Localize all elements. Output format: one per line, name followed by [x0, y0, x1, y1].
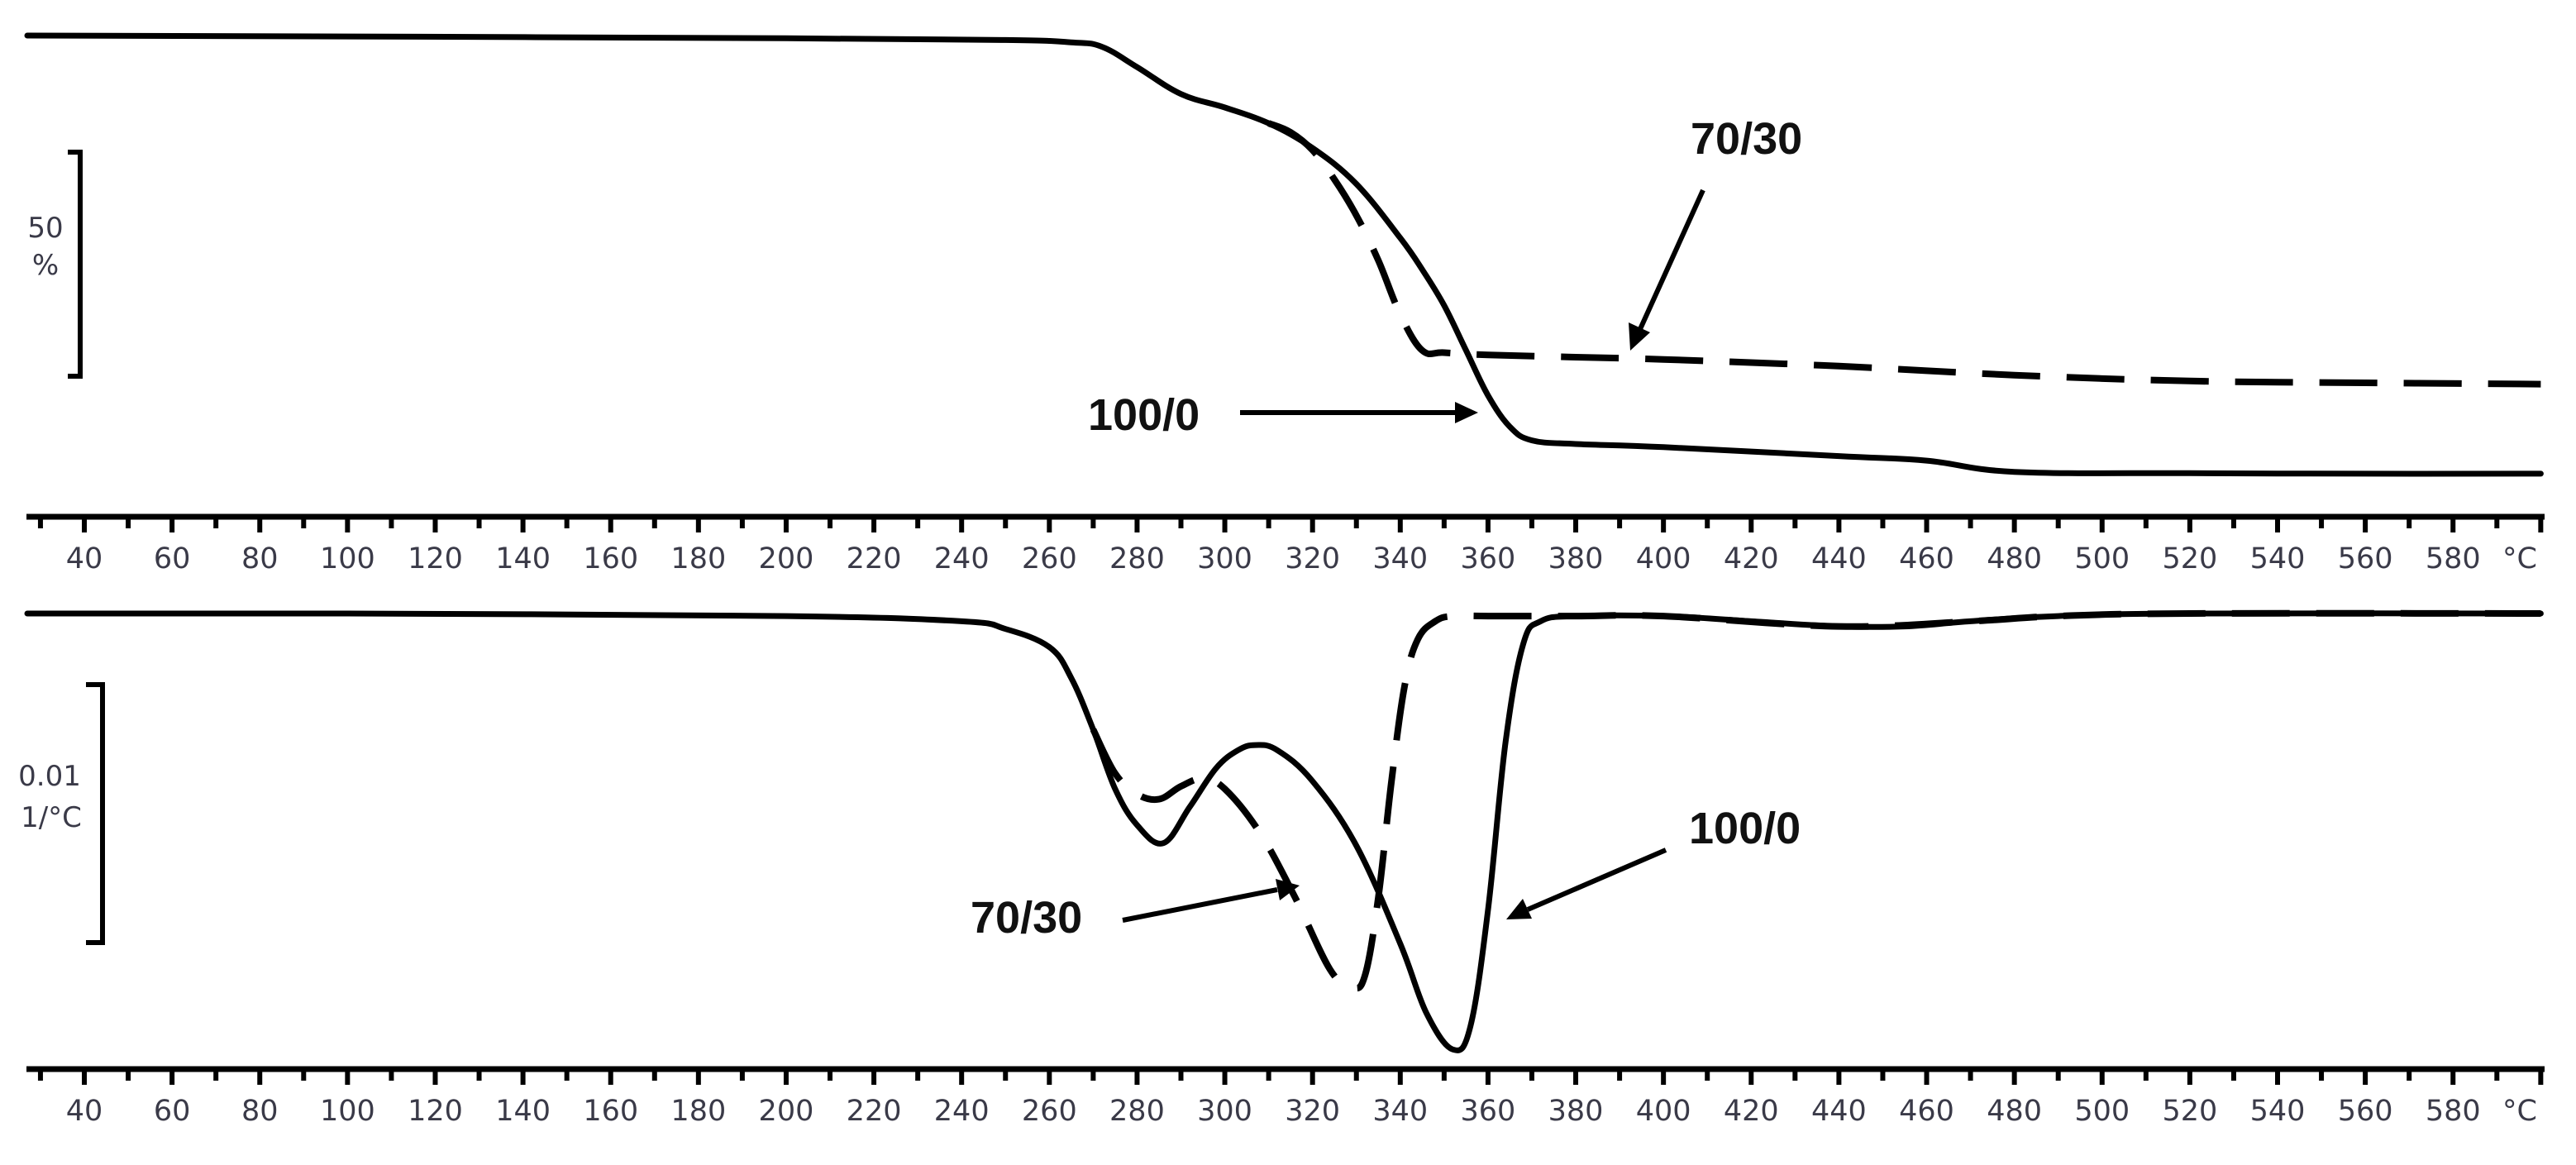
dtg-arrow-70-30 — [1122, 887, 1278, 923]
axis-tick-label: 560 — [2338, 1095, 2393, 1128]
axis-tick-label: 380 — [1548, 542, 1604, 575]
axis-tick-label: 40 — [66, 1095, 103, 1128]
axis-tick-label: 160 — [583, 1095, 638, 1128]
tg-curve-100-0 — [24, 32, 2544, 477]
tg-label-100-0: 100/0 — [1088, 390, 1200, 440]
axis-tick-label: 120 — [408, 1095, 463, 1128]
axis-tick-label: 360 — [1461, 1095, 1516, 1128]
axis-tick-label: 200 — [759, 542, 814, 575]
axis-tick-label: 120 — [408, 542, 463, 575]
dtg-panel: 0.01 1/°C 70/30 100/0 40 60 80 100 120 140 160… — [18, 609, 2545, 1128]
axis-tick-label: 80 — [241, 542, 279, 575]
arrow-head-icon — [1506, 899, 1532, 919]
axis-tick-label: 380 — [1548, 1095, 1604, 1128]
tg-scale-unit: % — [32, 249, 59, 282]
axis-tick-label: 480 — [1987, 542, 2042, 575]
axis-tick-label: 400 — [1636, 1095, 1691, 1128]
dtg-curve-70-30 — [1090, 609, 2541, 992]
dtg-x-axis: 40 60 80 100 120 140 160 180 200 220 240 260 280 300 3… — [26, 1066, 2545, 1128]
axis-tick-label: 500 — [2074, 1095, 2130, 1128]
axis-tick-label: 80 — [241, 1095, 279, 1128]
axis-tick-label: 340 — [1372, 1095, 1428, 1128]
axis-tick-label: 100 — [320, 542, 375, 575]
axis-tick-label: 520 — [2162, 1095, 2217, 1128]
axis-tick-label: 480 — [1987, 1095, 2042, 1128]
axis-unit-label: °C — [2502, 542, 2537, 575]
tg-scale-value: 50 — [27, 212, 63, 245]
axis-tick-label: 460 — [1899, 1095, 1954, 1128]
axis-tick-label: 260 — [1022, 542, 1077, 575]
axis-tick-label: 540 — [2250, 1095, 2306, 1128]
axis-tick-label: 280 — [1109, 1095, 1165, 1128]
tg-curve-70-30 — [1267, 120, 2541, 388]
axis-tick-label: 240 — [934, 542, 990, 575]
axis-tick-label: 440 — [1811, 1095, 1867, 1128]
axis-tick-label: 260 — [1022, 1095, 1077, 1128]
axis-tick-label: 460 — [1899, 542, 1954, 575]
axis-tick-label: 340 — [1372, 542, 1428, 575]
axis-tick-label: 420 — [1724, 542, 1779, 575]
axis-tick-label: 60 — [154, 1095, 191, 1128]
axis-tick-label: 280 — [1109, 542, 1165, 575]
axis-tick-label: 220 — [847, 1095, 902, 1128]
axis-tick-label: 200 — [759, 1095, 814, 1128]
axis-tick-label: 240 — [934, 1095, 990, 1128]
dtg-scale-bracket — [86, 682, 105, 945]
axis-tick-label: 560 — [2338, 542, 2393, 575]
axis-tick-label: 140 — [495, 1095, 551, 1128]
dtg-scale-unit: 1/°C — [21, 801, 82, 834]
axis-tick-label: 320 — [1285, 542, 1340, 575]
dtg-label-100-0: 100/0 — [1689, 804, 1801, 853]
tg-label-70-30: 70/30 — [1691, 114, 1802, 164]
axis-tick-label: 300 — [1197, 542, 1252, 575]
axis-tick-label: 180 — [670, 1095, 726, 1128]
arrow-head-icon — [1276, 879, 1300, 900]
axis-tick-label: 580 — [2426, 542, 2481, 575]
axis-tick-label: 400 — [1636, 542, 1691, 575]
tg-x-axis: 40 60 80 100 120 140 160 180 200 220 240 260 280 300 3… — [26, 513, 2545, 575]
tg-panel: 50 % 70/30 100/0 40 60 80 100 120 140 160 180 20… — [24, 32, 2545, 575]
axis-tick-label: 440 — [1811, 542, 1867, 575]
dtg-curve-100-0 — [24, 610, 2544, 1053]
tg-arrow-70-30 — [1638, 189, 1705, 331]
axis-tick-label: 360 — [1461, 542, 1516, 575]
axis-tick-label: 180 — [670, 542, 726, 575]
axis-tick-label: 140 — [495, 542, 551, 575]
axis-unit-label: °C — [2502, 1095, 2537, 1128]
axis-tick-label: 60 — [154, 542, 191, 575]
axis-tick-label: 580 — [2426, 1095, 2481, 1128]
axis-tick-label: 100 — [320, 1095, 375, 1128]
axis-tick-label: 320 — [1285, 1095, 1340, 1128]
arrow-head-icon — [1629, 322, 1650, 351]
arrow-head-icon — [1455, 402, 1478, 423]
axis-tick-label: 420 — [1724, 1095, 1779, 1128]
axis-tick-label: 520 — [2162, 542, 2217, 575]
axis-tick-label: 500 — [2074, 542, 2130, 575]
tg-scale-bracket — [68, 150, 83, 379]
dtg-scale-value: 0.01 — [18, 760, 81, 793]
axis-tick-label: 40 — [66, 542, 103, 575]
axis-tick-label: 540 — [2250, 542, 2306, 575]
dtg-label-70-30: 70/30 — [971, 893, 1082, 943]
axis-tick-label: 160 — [583, 542, 638, 575]
axis-tick-label: 300 — [1197, 1095, 1252, 1128]
dtg-arrow-100-0 — [1526, 847, 1667, 912]
axis-tick-label: 220 — [847, 542, 902, 575]
